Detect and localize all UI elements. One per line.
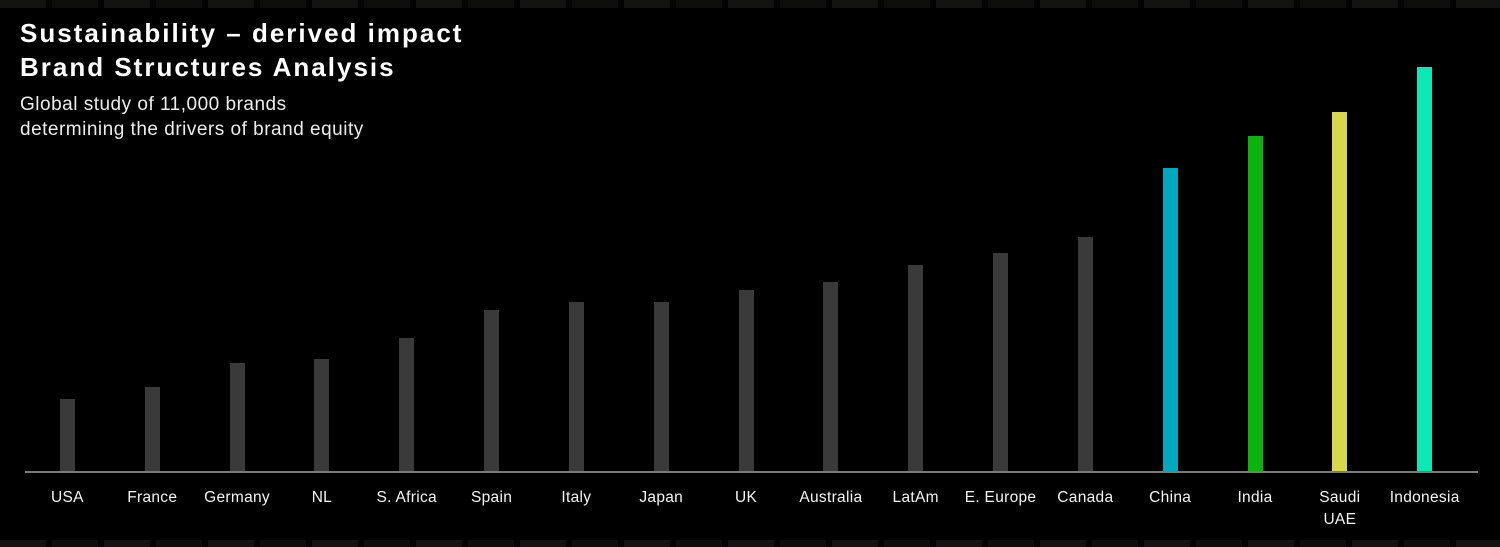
- bar: [1417, 67, 1433, 472]
- chart-subtitle: Global study of 11,000 brands determining…: [20, 92, 463, 142]
- tick-label: France: [127, 489, 178, 506]
- tick-label: LatAm: [892, 489, 939, 506]
- bar-column-s-africa: S. Africa: [364, 0, 449, 547]
- bar-area: [1043, 0, 1128, 472]
- bar: [144, 387, 160, 472]
- bar-column-nl: NL: [279, 0, 364, 547]
- bar-area: [873, 0, 958, 472]
- bottom-edge-thumbnail-strip: [0, 540, 1500, 547]
- chart-title-line2: Brand Structures Analysis: [20, 52, 396, 82]
- tick-label: India: [1237, 489, 1273, 506]
- bar: [653, 302, 669, 472]
- tick-label: S. Africa: [376, 489, 437, 506]
- bar-column-uk: UK: [704, 0, 789, 547]
- bar-column-indonesia: Indonesia: [1382, 0, 1467, 547]
- bar-area: [1213, 0, 1298, 472]
- bar: [229, 363, 245, 472]
- bar-area: [1382, 0, 1467, 472]
- tick-label: USA: [51, 489, 84, 506]
- bar-area: [619, 0, 704, 472]
- chart-title: Sustainability – derived impact Brand Str…: [20, 16, 463, 84]
- bar-column-canada: Canada: [1043, 0, 1128, 547]
- chart-title-line1: Sustainability – derived impact: [20, 18, 464, 48]
- bar-area: [788, 0, 873, 472]
- tick-label: UK: [734, 489, 758, 506]
- bar: [1247, 136, 1263, 472]
- tick-label: Italy: [561, 489, 592, 506]
- bar-column-china: China: [1128, 0, 1213, 547]
- bar-column-italy: Italy: [534, 0, 619, 547]
- bar: [59, 399, 75, 472]
- bar-column-spain: Spain: [449, 0, 534, 547]
- bar: [1332, 112, 1348, 472]
- bar-column-germany: Germany: [195, 0, 280, 547]
- x-axis-line: [25, 471, 1478, 473]
- tick-label: NL: [311, 489, 333, 506]
- bar: [1162, 168, 1178, 472]
- bar-column-usa: USA: [25, 0, 110, 547]
- bar-area: [704, 0, 789, 472]
- tick-label: Germany: [204, 489, 270, 506]
- bar: [314, 359, 330, 472]
- bar-area: [279, 0, 364, 472]
- bar-area: [1128, 0, 1213, 472]
- bar-column-saudi-uae: Saudi UAE: [1297, 0, 1382, 547]
- chart-header: Sustainability – derived impact Brand Str…: [20, 16, 463, 142]
- bar-area: [25, 0, 110, 472]
- bar: [993, 253, 1009, 472]
- bar: [823, 282, 839, 472]
- bar: [1077, 237, 1093, 472]
- tick-label: Canada: [1057, 489, 1114, 506]
- bar-area: [534, 0, 619, 472]
- top-edge-thumbnail-strip: [0, 0, 1500, 8]
- bar-area: [195, 0, 280, 472]
- bar-column-france: France: [110, 0, 195, 547]
- bar-column-latam: LatAm: [873, 0, 958, 547]
- bar-area: [449, 0, 534, 472]
- chart-subtitle-line1: Global study of 11,000 brands: [20, 94, 287, 115]
- tick-label: Saudi UAE: [1319, 489, 1361, 528]
- bar-area: [958, 0, 1043, 472]
- bar: [738, 290, 754, 472]
- bar-column-japan: Japan: [619, 0, 704, 547]
- tick-label: China: [1149, 489, 1192, 506]
- bar-column-e-europe: E. Europe: [958, 0, 1043, 547]
- tick-label: Japan: [639, 489, 684, 506]
- bar-chart: USA France Germany NL S. Africa Spain Italy Jap…: [25, 0, 1467, 547]
- bar-column-australia: Australia: [788, 0, 873, 547]
- bar-area: [110, 0, 195, 472]
- bar-area: [364, 0, 449, 472]
- tick-label: E. Europe: [964, 489, 1037, 506]
- bar: [484, 310, 500, 472]
- chart-subtitle-line2: determining the drivers of brand equity: [20, 119, 364, 140]
- tick-label: Australia: [799, 489, 863, 506]
- bar-column-india: India: [1213, 0, 1298, 547]
- tick-label: Indonesia: [1389, 489, 1460, 506]
- bar: [568, 302, 584, 472]
- bar: [399, 338, 415, 472]
- bar-area: [1297, 0, 1382, 472]
- bar: [908, 265, 924, 472]
- tick-label: Spain: [470, 489, 513, 506]
